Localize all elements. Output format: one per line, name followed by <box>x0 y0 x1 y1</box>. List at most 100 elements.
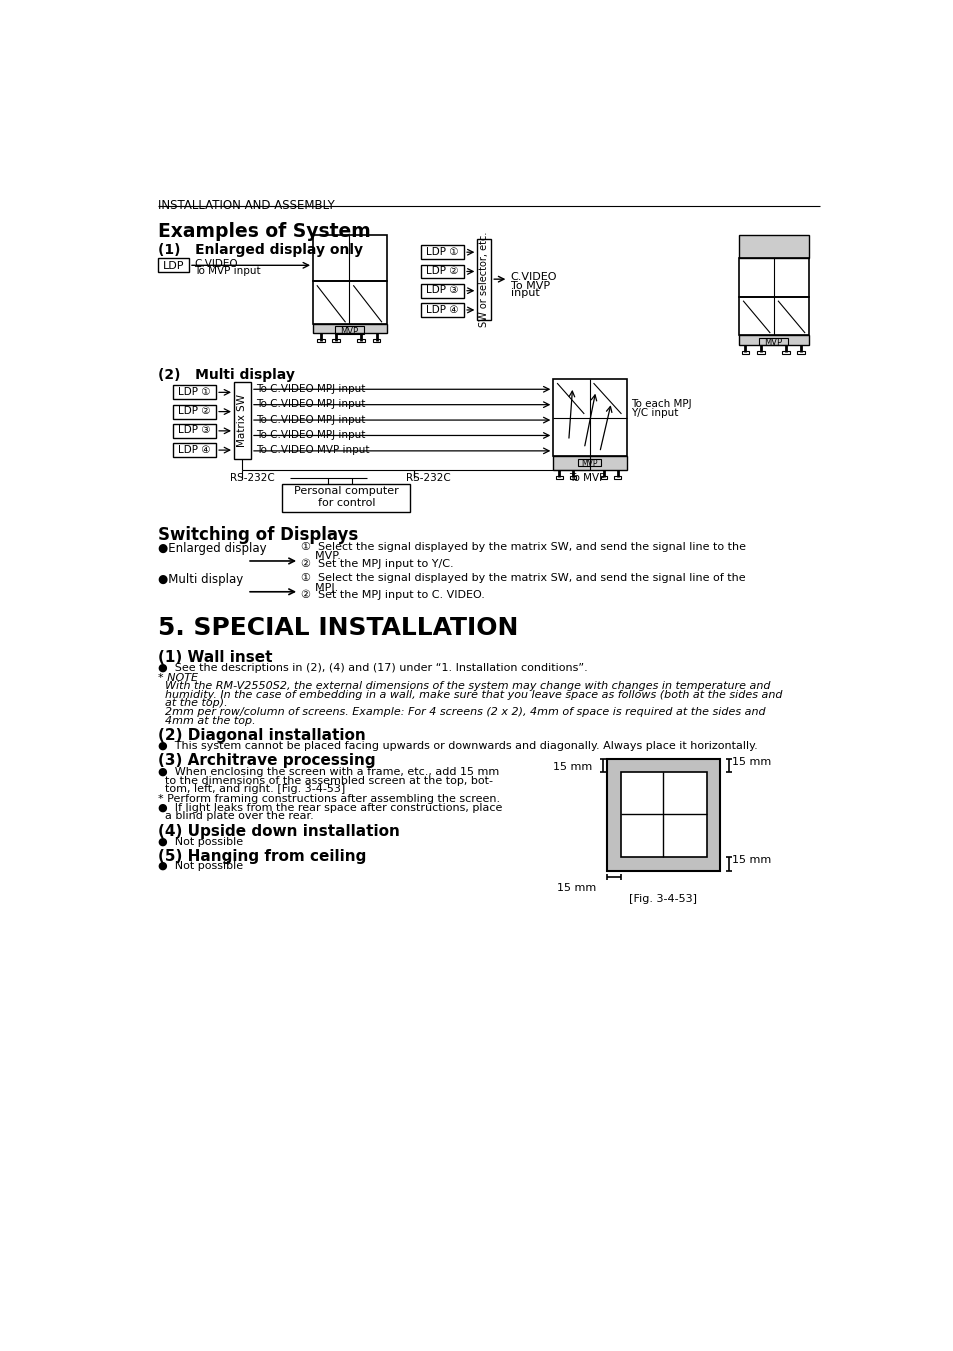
Text: Switching of Displays: Switching of Displays <box>158 526 358 543</box>
Text: at the top).: at the top). <box>158 698 228 708</box>
Text: MVP: MVP <box>580 459 598 469</box>
Bar <box>607 759 720 870</box>
Text: 2mm per row/column of screens. Example: For 4 screens (2 x 2), 4mm of space is r: 2mm per row/column of screens. Example: … <box>158 708 765 717</box>
Text: INSTALLATION AND ASSEMBLY: INSTALLATION AND ASSEMBLY <box>158 199 335 212</box>
Bar <box>556 476 562 478</box>
Bar <box>553 380 626 457</box>
Text: LDP ④: LDP ④ <box>426 304 458 315</box>
Bar <box>578 458 600 466</box>
Bar <box>313 235 386 281</box>
Text: 4mm at the top.: 4mm at the top. <box>158 716 255 725</box>
Text: ●  See the descriptions in (2), (4) and (17) under “1. Installation conditions”.: ● See the descriptions in (2), (4) and (… <box>158 663 587 673</box>
Text: a blind plate over the rear.: a blind plate over the rear. <box>158 811 314 821</box>
Bar <box>173 405 216 419</box>
Text: To each MPJ: To each MPJ <box>630 400 691 409</box>
Text: (5) Hanging from ceiling: (5) Hanging from ceiling <box>158 848 366 863</box>
Text: (1) Wall inset: (1) Wall inset <box>158 650 273 665</box>
Bar <box>421 246 464 259</box>
Text: LDP ②: LDP ② <box>426 266 458 276</box>
Text: ●Multi display: ●Multi display <box>158 573 243 586</box>
Text: To MVP: To MVP <box>510 281 549 290</box>
Text: 15 mm: 15 mm <box>553 762 592 771</box>
Text: To C.VIDEO MPJ input: To C.VIDEO MPJ input <box>255 384 365 394</box>
Text: ●Enlarged display: ●Enlarged display <box>158 542 266 555</box>
Bar <box>313 281 386 324</box>
Text: tom, left, and right. [Fig. 3-4-53]: tom, left, and right. [Fig. 3-4-53] <box>158 785 345 794</box>
Text: Personal computer
for control: Personal computer for control <box>294 486 398 508</box>
Text: * NOTE: * NOTE <box>158 673 198 682</box>
Text: [Fig. 3-4-53]: [Fig. 3-4-53] <box>629 893 697 904</box>
Text: ②  Set the MPJ input to Y/C.: ② Set the MPJ input to Y/C. <box>301 559 454 569</box>
Bar <box>421 265 464 278</box>
Text: LDP ②: LDP ② <box>178 407 211 416</box>
Text: C.VIDEO: C.VIDEO <box>194 259 238 269</box>
Text: LDP ③: LDP ③ <box>426 285 458 296</box>
Bar <box>739 297 808 335</box>
Bar <box>158 258 189 273</box>
Bar <box>569 476 575 478</box>
Text: (4) Upside down installation: (4) Upside down installation <box>158 824 399 839</box>
Bar <box>739 258 808 297</box>
Text: ●  Not possible: ● Not possible <box>158 862 243 871</box>
Bar <box>739 235 808 258</box>
Text: ①  Select the signal displayed by the matrix SW, and send the signal line to the: ① Select the signal displayed by the mat… <box>301 542 745 551</box>
Text: RS-232C: RS-232C <box>406 473 450 484</box>
Text: To C.VIDEO MVP input: To C.VIDEO MVP input <box>255 446 369 455</box>
Bar <box>313 324 386 334</box>
Text: To C.VIDEO MPJ input: To C.VIDEO MPJ input <box>255 430 365 440</box>
Text: 15 mm: 15 mm <box>557 882 596 893</box>
Text: Y/C input: Y/C input <box>630 408 678 417</box>
Text: ②  Set the MPJ input to C. VIDEO.: ② Set the MPJ input to C. VIDEO. <box>301 589 485 600</box>
Text: ①  Select the signal displayed by the matrix SW, and send the signal line of the: ① Select the signal displayed by the mat… <box>301 573 745 584</box>
Text: LDP ③: LDP ③ <box>178 426 211 435</box>
Bar <box>614 476 620 478</box>
Bar <box>335 326 364 334</box>
Text: LDP ①: LDP ① <box>426 247 458 257</box>
Bar <box>620 771 706 858</box>
Bar <box>797 351 804 354</box>
Text: (2) Diagonal installation: (2) Diagonal installation <box>158 728 365 743</box>
Text: MPJ.: MPJ. <box>301 582 338 593</box>
Bar <box>233 381 251 458</box>
Text: MVP: MVP <box>763 339 781 347</box>
Text: 15 mm: 15 mm <box>732 855 771 865</box>
Text: LDP ④: LDP ④ <box>178 444 211 455</box>
Bar <box>421 303 464 317</box>
Text: LDP ①: LDP ① <box>178 386 211 397</box>
Text: (3) Architrave processing: (3) Architrave processing <box>158 754 375 769</box>
Bar <box>373 339 380 342</box>
Text: C.VIDEO: C.VIDEO <box>510 273 557 282</box>
Bar <box>356 339 365 342</box>
Bar <box>173 385 216 400</box>
Bar <box>599 476 606 478</box>
Bar <box>173 424 216 438</box>
Text: Examples of System: Examples of System <box>158 222 371 242</box>
Bar <box>476 239 491 320</box>
Bar <box>781 351 789 354</box>
Text: To C.VIDEO MPJ input: To C.VIDEO MPJ input <box>255 400 365 409</box>
Bar <box>553 457 626 470</box>
Bar <box>757 351 764 354</box>
Text: SW or selector, etc.: SW or selector, etc. <box>478 231 489 327</box>
Bar <box>332 339 340 342</box>
Text: 15 mm: 15 mm <box>732 757 771 766</box>
Text: To MVP: To MVP <box>568 473 604 484</box>
Bar <box>316 339 324 342</box>
Bar <box>740 351 748 354</box>
Text: To MVP input: To MVP input <box>194 266 261 276</box>
Text: ●  If light leaks from the rear space after constructions, place: ● If light leaks from the rear space aft… <box>158 802 502 813</box>
Text: * Perform framing constructions after assembling the screen.: * Perform framing constructions after as… <box>158 793 499 804</box>
Text: ●  When enclosing the screen with a frame, etc., add 15 mm: ● When enclosing the screen with a frame… <box>158 767 498 777</box>
Bar <box>421 284 464 297</box>
Text: Matrix SW: Matrix SW <box>237 393 247 447</box>
Text: (1)   Enlarged display only: (1) Enlarged display only <box>158 243 363 257</box>
Text: To C.VIDEO MPJ input: To C.VIDEO MPJ input <box>255 415 365 424</box>
Text: LDP: LDP <box>163 262 184 272</box>
Text: to the dimensions of the assembled screen at the top, bot-: to the dimensions of the assembled scree… <box>158 775 493 786</box>
Text: humidity. In the case of embedding in a wall, make sure that you leave space as : humidity. In the case of embedding in a … <box>158 689 781 700</box>
Text: input: input <box>510 288 538 297</box>
Bar <box>758 338 787 346</box>
Text: ●  Not possible: ● Not possible <box>158 836 243 847</box>
Text: (2)   Multi display: (2) Multi display <box>158 369 294 382</box>
Text: RS-232C: RS-232C <box>230 473 274 484</box>
